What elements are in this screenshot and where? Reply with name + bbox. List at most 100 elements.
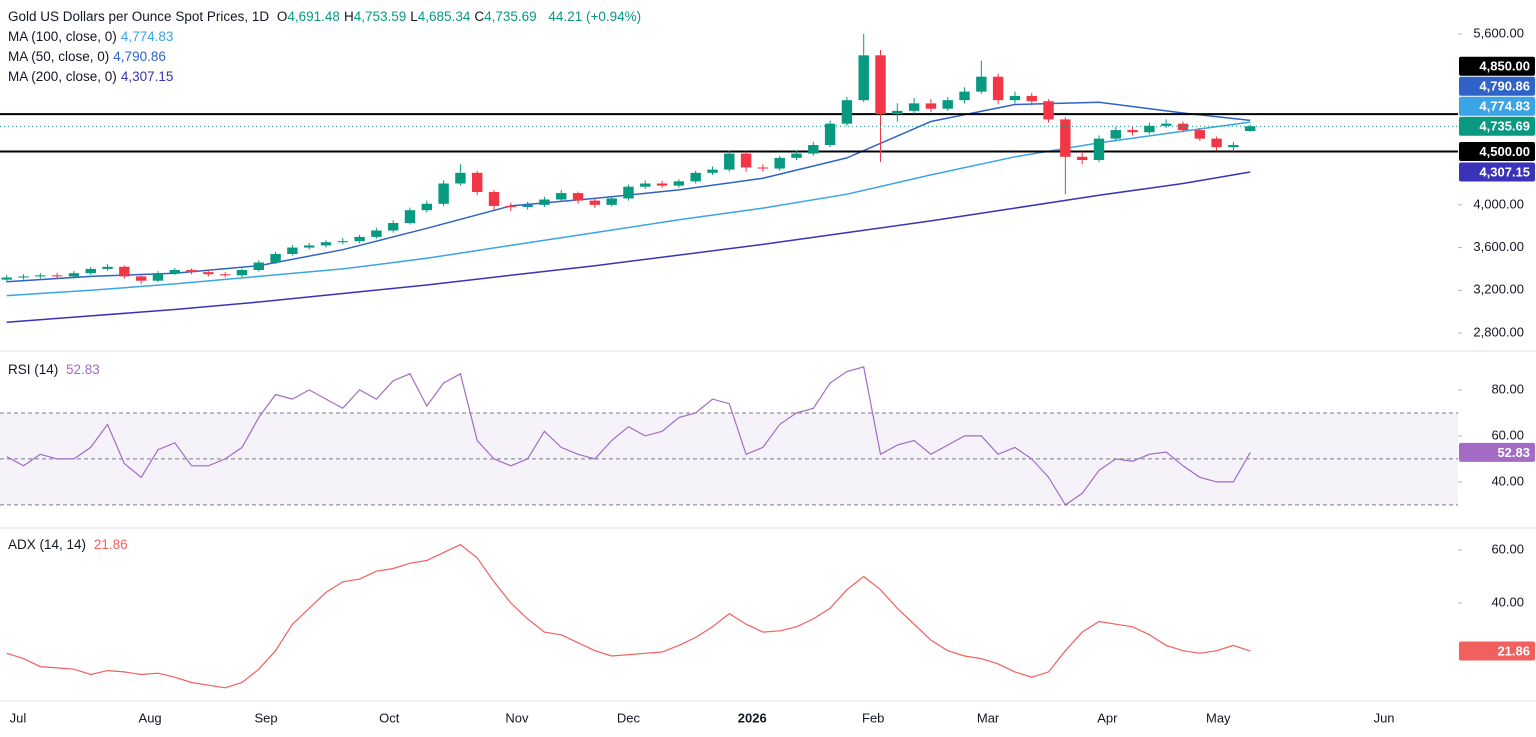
candle-body [522,204,533,207]
y-tick-label: 60.00 [1491,541,1524,556]
moving-average [6,171,1251,324]
ohlc-key: L [410,9,418,24]
candle-body [1110,130,1121,139]
ma-value: 4,790.86 [113,49,166,64]
candle-body [673,181,685,186]
rsi-value: 52.83 [66,362,100,377]
candle [387,220,399,233]
candle-body [354,236,365,242]
candle-body [640,183,651,187]
candle-body [68,273,80,277]
candle-body [404,210,416,224]
candle [320,240,332,248]
candle-body [270,253,281,263]
y-tick-label: 2,800.00 [1473,324,1524,339]
candle-body [1144,125,1155,133]
candle-body [1160,123,1172,126]
ma-name: MA (200, close, 0) [8,69,117,84]
candle-body [1127,130,1138,133]
candle [472,170,483,196]
candle-body [656,183,668,186]
ohlc-header: O4,691.48 H4,753.59 L4,685.34 C4,735.69 [277,9,541,24]
y-tick-label: 60.00 [1491,427,1524,442]
candle [18,274,29,280]
candle-body [959,91,970,101]
value-badge-label: 21.86 [1497,643,1530,658]
y-tick-label: 3,200.00 [1473,282,1524,297]
candle-body [1043,101,1054,120]
candle [135,274,147,284]
candle [572,191,584,204]
price-legend: Gold US Dollars per Ounce Spot Prices, 1… [8,9,645,24]
candle-body [387,223,399,231]
candle-body [236,270,248,276]
price-badge-label: 4,307.15 [1479,164,1530,179]
candle [959,87,970,104]
candle [219,272,231,278]
candle [791,150,802,160]
candle [1211,136,1222,151]
candle-body [1060,119,1071,157]
candle [371,227,382,239]
candle [51,272,63,279]
candle-body [875,55,886,115]
candle-body [135,276,147,281]
candle-body [824,123,836,146]
price-badge-label: 4,774.83 [1479,99,1530,114]
candle [354,234,365,244]
candle-body [892,110,903,115]
candle-body [152,273,164,281]
x-tick-label: 2026 [738,710,767,725]
candle-body [488,192,500,206]
candle [119,265,130,279]
ohlc-key: O [276,9,288,24]
candle [707,166,718,175]
ohlc-value: 4,753.59 [353,9,407,24]
candle [1228,141,1239,152]
value-badge [1459,641,1535,661]
x-tick-label: Feb [862,710,884,725]
candle [455,164,466,186]
y-tick-label: 80.00 [1491,381,1524,396]
change: 44.21 (+0.94%) [548,9,642,24]
candle [1110,126,1121,141]
price-badge [1459,56,1535,76]
candle [1160,119,1172,128]
ma-legend-entry: MA (50, close, 0) 4,790.86 [8,49,170,64]
candle [488,189,500,211]
candle-body [774,157,785,169]
candle-body [976,76,987,92]
ma-name: MA (50, close, 0) [8,49,110,64]
candle-body [421,203,433,211]
candle-body [85,268,96,274]
candle-body [858,55,869,101]
candle [1,274,12,283]
candle-body [1177,123,1189,131]
candle-body [1,277,12,280]
moving-average [6,101,1251,283]
candle-body [606,198,617,205]
candle-body [740,153,752,168]
candle-body [505,205,517,207]
y-tick-label: 3,600.00 [1473,239,1524,254]
candle-body [808,145,819,154]
candle-body [186,270,197,273]
ohlc-value: 4,735.69 [484,9,537,24]
candle [1060,117,1071,195]
candle [589,198,601,209]
candle-body [1076,156,1088,160]
moving-average [6,121,1251,297]
value-badge-label: 52.83 [1497,445,1530,460]
x-tick-label: Sep [254,710,277,725]
rsi-name: RSI (14) [8,362,59,377]
candle-body [623,186,634,199]
candle [724,150,735,172]
candle-body [371,230,382,237]
x-tick-label: Jul [10,710,27,725]
candle-body [1228,145,1239,148]
candle [1076,151,1088,165]
candle-body [35,275,46,277]
candle [875,49,886,163]
candle-body [791,153,802,158]
